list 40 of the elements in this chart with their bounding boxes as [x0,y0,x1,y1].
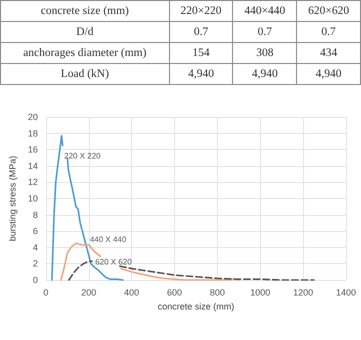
x-tick-label: 600 [167,288,182,298]
annotation: 620 X 620 [95,258,132,267]
text: anchorages diameter (mm) [0,42,170,64]
y-axis-title: bursting stress (MPa) [8,156,18,242]
y-tick-label: 18 [28,128,38,138]
x-axis-title: concrete size (mm) [158,301,234,312]
category-label: 620×620 [296,0,360,22]
text: concrete size (mm) [0,0,170,22]
y-tick-label: 8 [32,210,38,220]
y-tick-label: 16 [28,144,38,155]
x-tick-label: 800 [210,288,225,298]
data-label: 4,940 [169,64,233,84]
data-label: 154 [169,42,233,64]
x-tick-label: 1000 [250,288,270,298]
y-tick-label: 6 [32,226,38,236]
x-tick-label: 0 [43,288,48,298]
y-tick-label: 10 [28,194,38,204]
y-tick-label: 4 [32,242,38,252]
x-tick-label: 400 [124,288,140,298]
category-label: 220×220 [169,0,233,22]
y-tick-label: 12 [28,177,38,188]
data-label: 0.7 [169,22,233,42]
y-tick-label: 0 [32,275,38,285]
data-label: 4,940 [296,64,360,84]
y-tick-label: 14 [28,160,38,171]
y-tick-label: 2 [32,258,38,269]
data-label: 434 [296,42,360,64]
x-tick-label: 200 [81,288,96,298]
x-tick-label: 1400 [336,288,356,298]
category-label: 440×440 [232,0,297,22]
data-label: 0.7 [232,22,297,42]
data-label: 308 [232,42,297,64]
data-label: 0.7 [296,22,360,42]
x-tick-label: 1200 [293,288,314,298]
text: Load (kN) [0,64,170,84]
y-tick-label: 20 [28,112,38,122]
text: D/d [0,22,170,42]
annotation: 220 X 220 [64,152,102,161]
annotation: 440 X 440 [90,234,127,244]
data-label: 4,940 [232,64,297,84]
